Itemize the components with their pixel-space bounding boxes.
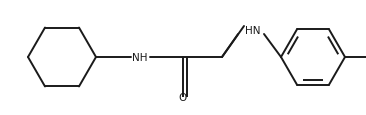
Text: O: O bbox=[179, 92, 187, 102]
Text: HN: HN bbox=[245, 26, 261, 36]
Text: NH: NH bbox=[132, 53, 148, 62]
